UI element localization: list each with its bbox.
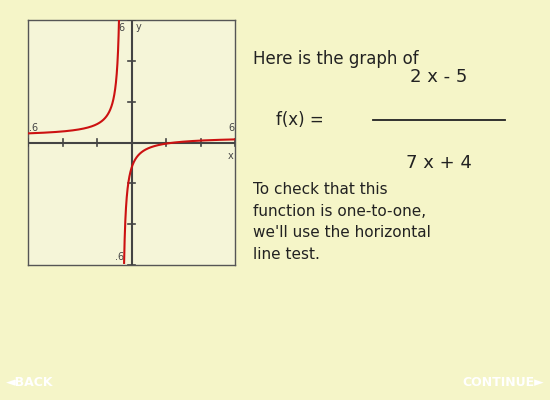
Text: x: x [228, 151, 233, 161]
Text: f(x) =: f(x) = [276, 111, 323, 129]
Text: ◄BACK: ◄BACK [6, 376, 53, 388]
Text: y: y [136, 22, 141, 32]
Text: .6: .6 [29, 123, 38, 133]
Text: CONTINUE►: CONTINUE► [463, 376, 544, 388]
Text: Here is the graph of: Here is the graph of [253, 50, 419, 68]
Text: 7 x + 4: 7 x + 4 [406, 154, 472, 172]
Text: 6: 6 [228, 123, 234, 133]
Text: .6: .6 [116, 252, 125, 262]
Text: 2 x - 5: 2 x - 5 [410, 68, 468, 86]
Text: To check that this
function is one-to-one,
we'll use the horizontal
line test.: To check that this function is one-to-on… [253, 182, 431, 262]
Text: 6: 6 [118, 23, 125, 33]
